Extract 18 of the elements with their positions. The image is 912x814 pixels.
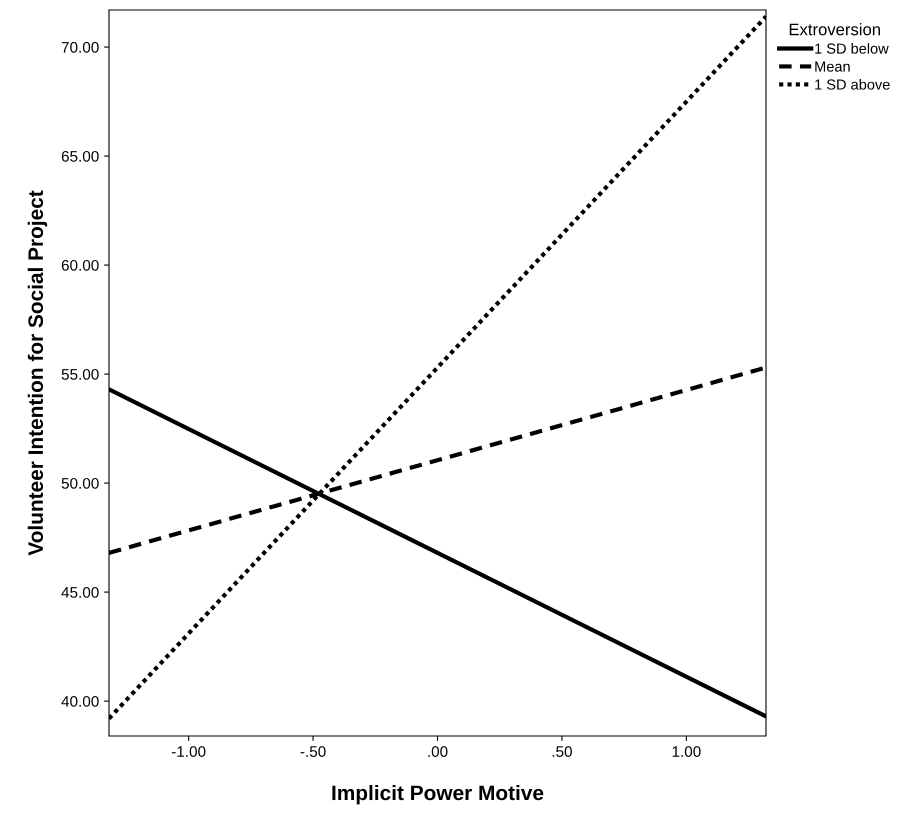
y-tick-label: 45.00 xyxy=(61,586,99,598)
y-tick-label: 65.00 xyxy=(62,150,99,162)
x-tick-label: 1.00 xyxy=(672,746,701,757)
y-tick-label: 50.00 xyxy=(62,478,99,489)
y-tick-label: 70.00 xyxy=(62,42,99,53)
legend-title: Extroversion xyxy=(790,23,880,36)
x-tick-label: .00 xyxy=(428,746,448,757)
y-tick-label: 40.00 xyxy=(61,696,99,707)
legend-label: 1 SD above xyxy=(815,78,890,90)
y-axis-title: Volunteer Intention for Social Project xyxy=(28,190,48,556)
legend-label: Mean xyxy=(815,62,850,72)
y-tick-label: 60.00 xyxy=(62,260,99,271)
x-tick-label: .50 xyxy=(552,746,572,757)
legend-label: 1 SD below xyxy=(815,43,889,54)
x-tick-label: -1.00 xyxy=(172,746,206,757)
x-tick-label: -.50 xyxy=(300,746,326,757)
y-tick-label: 55.00 xyxy=(62,368,99,380)
x-axis-title: Implicit Power Motive xyxy=(332,784,544,804)
